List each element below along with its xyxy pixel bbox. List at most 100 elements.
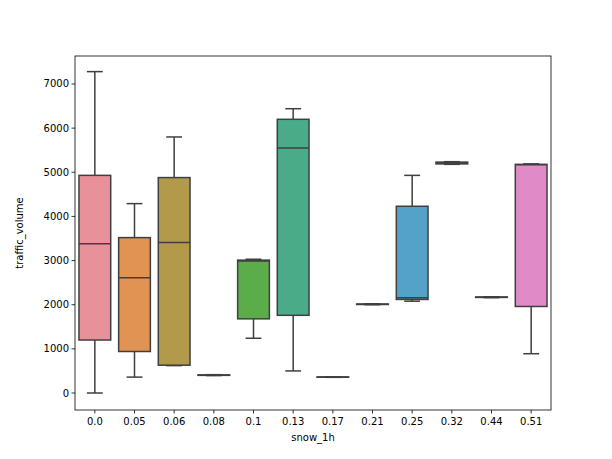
box-group (436, 162, 468, 165)
box (198, 374, 230, 376)
box-group (317, 376, 349, 377)
chart: 010002000300040005000600070000.00.050.06… (0, 0, 612, 459)
median (198, 374, 230, 376)
x-tick-label: 0.44 (480, 416, 502, 427)
y-tick-label: 7000 (44, 78, 69, 89)
x-tick-label: 0.05 (123, 416, 145, 427)
median (119, 277, 151, 279)
upper-cap (404, 175, 420, 177)
box (119, 238, 151, 352)
median (277, 147, 309, 149)
x-tick (253, 410, 254, 414)
upper-whisker (134, 204, 136, 238)
box-group (79, 72, 111, 393)
y-tick (72, 83, 76, 84)
median (317, 376, 349, 378)
lower-whisker (253, 319, 255, 338)
x-tick-label: 0.1 (246, 416, 262, 427)
box (317, 376, 349, 378)
y-tick-label: 5000 (44, 167, 69, 178)
upper-whisker (411, 175, 413, 206)
lower-cap (523, 353, 539, 355)
x-tick-label: 0.08 (203, 416, 225, 427)
lower-cap (404, 300, 420, 302)
box (476, 296, 508, 298)
x-tick-label: 0.13 (282, 416, 304, 427)
median (476, 296, 508, 298)
y-tick (72, 216, 76, 217)
x-tick-label: 0.17 (322, 416, 344, 427)
lower-cap (127, 376, 143, 378)
y-tick-label: 6000 (44, 123, 69, 134)
x-tick (213, 410, 214, 414)
x-tick-label: 0.21 (361, 416, 383, 427)
x-tick-label: 0.25 (401, 416, 423, 427)
upper-whisker (94, 72, 96, 176)
lower-cap (87, 392, 103, 394)
upper-cap (127, 203, 143, 205)
y-tick (72, 348, 76, 349)
box-group (396, 175, 428, 301)
box-group (357, 303, 389, 305)
lower-whisker (94, 340, 96, 393)
x-tick (412, 410, 413, 414)
box (357, 303, 389, 305)
x-tick (451, 410, 452, 414)
upper-cap (87, 71, 103, 73)
box-group (476, 296, 508, 298)
plot-frame (75, 56, 551, 410)
y-tick (72, 393, 76, 394)
y-tick-label: 2000 (44, 299, 69, 310)
box (515, 164, 547, 306)
box (277, 119, 309, 315)
x-tick-label: 0.51 (520, 416, 542, 427)
y-tick (72, 172, 76, 173)
x-tick (174, 410, 175, 414)
box-group (515, 164, 547, 354)
box (79, 175, 111, 340)
median (238, 260, 270, 262)
box (238, 260, 270, 319)
box-group (198, 374, 230, 376)
y-tick (72, 260, 76, 261)
box-group (238, 259, 270, 338)
median (396, 297, 428, 299)
y-tick-label: 3000 (44, 255, 69, 266)
x-tick-label: 0.06 (163, 416, 185, 427)
x-axis-label: snow_1h (291, 432, 335, 444)
background (0, 0, 612, 459)
median (79, 243, 111, 245)
median (436, 162, 468, 164)
y-tick-label: 1000 (44, 343, 69, 354)
median (515, 164, 547, 166)
y-tick-label: 0 (63, 388, 69, 399)
x-tick (134, 410, 135, 414)
box (436, 162, 468, 164)
lower-cap (246, 338, 262, 340)
y-tick (72, 304, 76, 305)
box (396, 206, 428, 299)
x-tick (332, 410, 333, 414)
upper-whisker (292, 109, 294, 120)
box (158, 178, 190, 366)
lower-cap (285, 370, 301, 372)
y-tick (72, 128, 76, 129)
box-group (158, 137, 190, 366)
boxes (79, 72, 547, 393)
lower-whisker (530, 306, 532, 353)
x-tick-label: 0.32 (441, 416, 463, 427)
upper-cap (285, 108, 301, 110)
x-tick (491, 410, 492, 414)
x-tick (372, 410, 373, 414)
x-tick (293, 410, 294, 414)
median (158, 242, 190, 244)
box-group (277, 109, 309, 371)
x-tick (94, 410, 95, 414)
box-group (119, 204, 151, 377)
median (357, 304, 389, 306)
lower-whisker (134, 352, 136, 378)
y-tick-label: 4000 (44, 211, 69, 222)
upper-cap (166, 136, 182, 138)
lower-whisker (292, 315, 294, 371)
upper-whisker (173, 137, 175, 178)
